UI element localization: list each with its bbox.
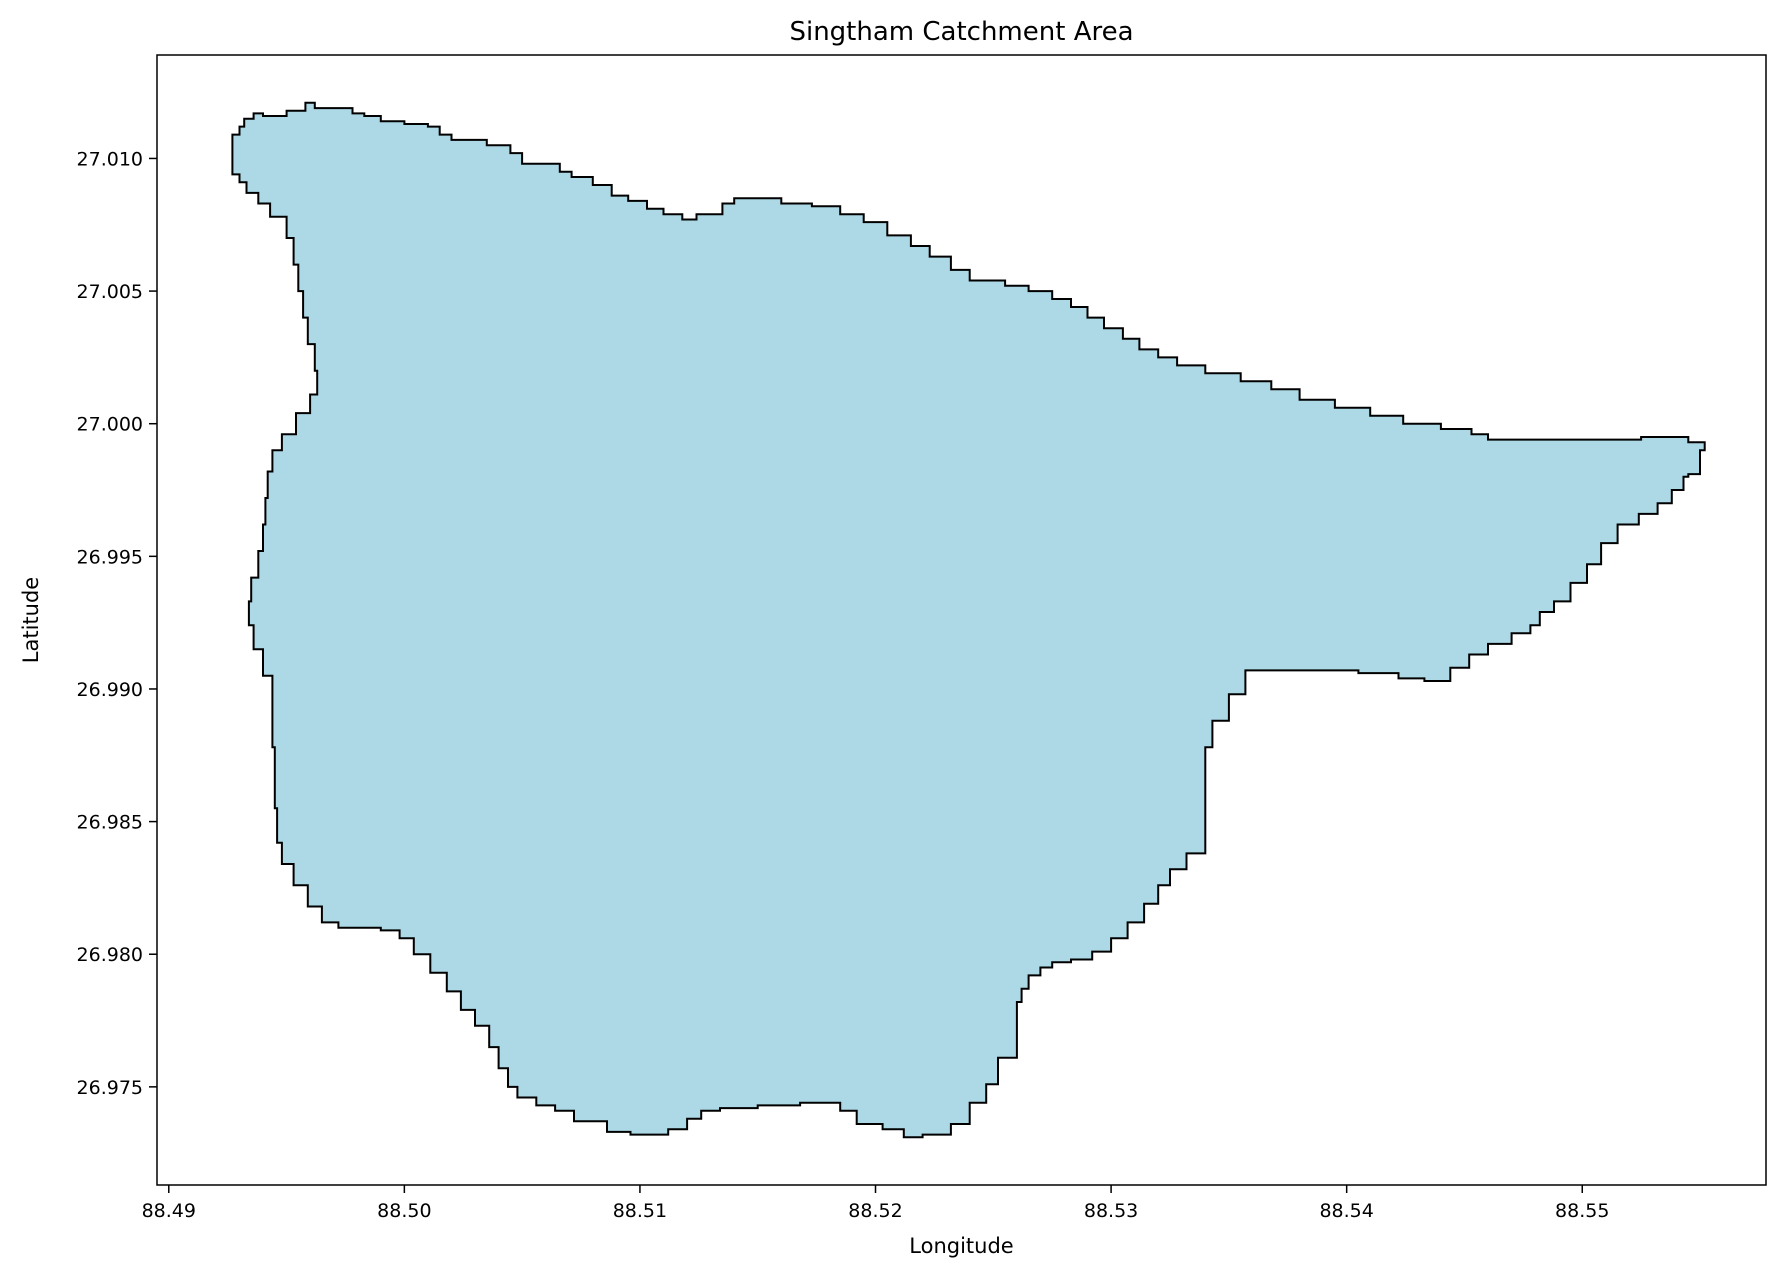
x-axis-label: Longitude (909, 1234, 1013, 1258)
catchment-polygon (231, 101, 1706, 1139)
plot-area (156, 54, 1767, 1186)
x-tick-label: 88.49 (142, 1200, 196, 1222)
chart-title: Singtham Catchment Area (789, 17, 1133, 47)
y-tick-label: 26.975 (77, 1077, 143, 1099)
y-tick-label: 26.985 (77, 812, 143, 834)
y-tick-label: 26.995 (77, 546, 143, 568)
x-tick-label: 88.52 (848, 1200, 902, 1222)
y-axis: 26.975 26.980 26.985 26.990 26.995 27.000 27.0… (77, 148, 157, 1099)
plot-frame (156, 54, 1767, 1186)
y-tick-label: 27.000 (77, 414, 143, 436)
y-tick-label: 26.990 (77, 679, 143, 701)
x-tick-label: 88.54 (1319, 1200, 1373, 1222)
x-tick-label: 88.50 (377, 1200, 431, 1222)
x-tick-label: 88.51 (613, 1200, 667, 1222)
y-tick-label: 27.010 (77, 148, 143, 170)
x-tick-label: 88.53 (1084, 1200, 1138, 1222)
y-tick-label: 27.005 (77, 281, 143, 303)
y-axis-label: Latitude (19, 577, 43, 663)
x-tick-label: 88.55 (1555, 1200, 1609, 1222)
x-axis: 88.49 88.50 88.51 88.52 88.53 88.54 88.55 (142, 1185, 1609, 1222)
y-tick-label: 26.980 (77, 944, 143, 966)
